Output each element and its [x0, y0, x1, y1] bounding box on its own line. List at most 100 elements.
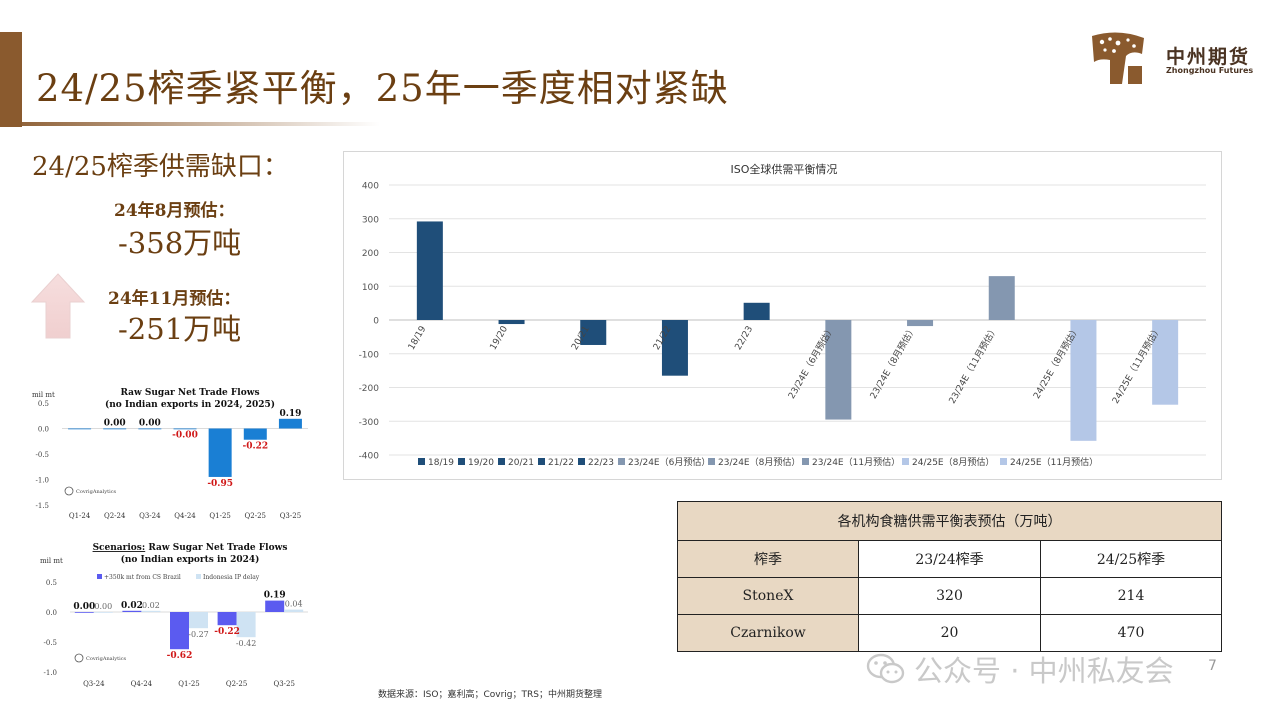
scenario-bar: [217, 612, 237, 626]
iso-bar: [825, 320, 852, 420]
table-cell: 470: [1040, 614, 1222, 652]
legend-swatch: [538, 458, 545, 465]
bar-value-label: -0.62: [167, 651, 193, 661]
scenarios-subtitle: (no Indian exports in 2024): [121, 554, 260, 565]
bar-value-label: 0.19: [264, 591, 286, 601]
trade-flows-title: Raw Sugar Net Trade Flows: [120, 388, 259, 398]
x-tick-label: Q3-24: [83, 680, 105, 688]
scenario-bar: [93, 612, 113, 613]
scenario-bar: [189, 612, 208, 629]
x-tick-label: 18/19: [407, 324, 429, 352]
raw-sugar-trade-flows-chart: Raw Sugar Net Trade Flows (no Indian exp…: [32, 388, 308, 520]
trade-flow-bar: [138, 428, 162, 430]
page-title: 24/25榨季紧平衡，25年一季度相对紧缺: [36, 67, 729, 110]
y-tick-label: -0.5: [44, 639, 58, 647]
legend-label: Indonesia IP delay: [203, 574, 260, 581]
legend-swatch: [578, 458, 585, 465]
november-estimate-value: -251万吨: [118, 312, 242, 346]
logo-chinese-name: 中州期货: [1166, 46, 1251, 68]
scenario-bar: [122, 610, 142, 612]
y-tick-label: 0.5: [38, 400, 49, 408]
trade-flow-bar: [278, 418, 302, 429]
up-arrow-icon: [30, 273, 86, 339]
trade-flow-bar: [243, 428, 267, 440]
scenario-bar: [141, 610, 161, 612]
legend-swatch: [97, 574, 102, 579]
y-tick-label: -1.5: [36, 502, 50, 510]
scenarios-ylabel: mil mt: [40, 557, 63, 565]
x-tick-label: Q1-24: [69, 512, 91, 520]
august-estimate-value: -358万吨: [118, 226, 242, 260]
iso-bar: [498, 320, 525, 325]
legend-swatch: [1000, 458, 1007, 465]
table-header-cell: 榨季: [677, 540, 859, 578]
y-tick-label: -100: [359, 350, 380, 360]
scenarios-title-rest: Raw Sugar Net Trade Flows: [145, 543, 287, 553]
bar-value-label: 0.00: [73, 602, 95, 612]
x-tick-label: Q2-25: [245, 512, 266, 520]
bar-value-label: 0.02: [121, 601, 143, 611]
table-row: Czarnikow 20 470: [677, 614, 1222, 652]
legend-swatch: [802, 458, 809, 465]
scenarios-trade-flows-chart: Scenarios: Raw Sugar Net Trade Flows (no…: [40, 543, 308, 688]
legend-item: 24/25E（11月预估）: [1000, 456, 1098, 468]
legend-label: 23/24E（6月预估）: [628, 456, 710, 468]
legend-swatch: [498, 458, 505, 465]
y-tick-label: 100: [362, 283, 379, 293]
legend-item: 20/21: [498, 458, 534, 468]
legend-swatch: [618, 458, 625, 465]
legend-item: 22/23: [578, 458, 614, 468]
y-tick-label: -1.0: [44, 669, 58, 677]
covrig-credit: CovrigAnalytics: [74, 653, 126, 663]
y-tick-label: 0.0: [46, 609, 57, 617]
scenario-bar: [265, 600, 285, 612]
institution-estimates-table: 各机构食糖供需平衡表预估（万吨） 榨季 23/24榨季 24/25榨季 Ston…: [677, 501, 1222, 652]
november-estimate-label: 24年11月预估：: [108, 289, 241, 309]
legend-label: 23/24E（8月预估）: [718, 456, 800, 468]
scenarios-title: Scenarios: Raw Sugar Net Trade Flows: [93, 543, 288, 553]
y-tick-label: 400: [362, 182, 379, 192]
covrig-credit-text: CovrigAnalytics: [86, 656, 126, 662]
table-cell: 20: [858, 614, 1041, 652]
iso-balance-chart: ISO全球供需平衡情况 400 300 200 100 0 -100 -200 -300 -40…: [343, 151, 1222, 480]
legend-item: 23/24E（11月预估）: [802, 456, 900, 468]
covrig-credit-text: CovrigAnalytics: [76, 489, 116, 495]
legend-label: 18/19: [428, 458, 454, 468]
y-tick-label: -0.5: [36, 451, 50, 459]
legend-label: 19/20: [468, 458, 494, 468]
legend-swatch: [458, 458, 465, 465]
trade-flow-bar: [173, 428, 197, 430]
legend-item: +350k mt from CS Brazil: [97, 574, 181, 581]
bar-value-label: -0.22: [242, 442, 268, 452]
bar-value-label: -0.95: [207, 479, 233, 489]
scenario-bar: [74, 612, 94, 613]
trade-flows-subtitle: (no Indian exports in 2024, 2025): [105, 399, 275, 410]
legend-label: 21/22: [548, 458, 574, 468]
x-tick-label: 23/24E（8月预估）: [867, 324, 919, 401]
page-number: 7: [1208, 658, 1217, 674]
table-header-cell: 24/25榨季: [1040, 540, 1222, 578]
iso-bar: [1152, 320, 1179, 405]
x-tick-label: Q2-25: [226, 680, 247, 688]
data-source-note: 数据来源：ISO；嘉利高；Covrig；TRS；中州期货整理: [378, 690, 602, 700]
iso-bar: [416, 221, 443, 320]
table-header-cell: 23/24榨季: [858, 540, 1041, 578]
covrig-credit: CovrigAnalytics: [64, 486, 116, 496]
legend-swatch: [418, 458, 425, 465]
bar-value-label: -0.00: [172, 431, 198, 441]
y-tick-label: 0.0: [38, 426, 49, 434]
bar-value-label: -0.27: [188, 630, 209, 639]
legend-item: 23/24E（8月预估）: [708, 456, 800, 468]
iso-bar: [907, 320, 934, 327]
x-tick-label: Q1-25: [178, 680, 199, 688]
iso-balance-chart-svg: ISO全球供需平衡情况 400 300 200 100 0 -100 -200 -300 -40…: [359, 162, 1206, 468]
legend-item: 23/24E（6月预估）: [618, 456, 710, 468]
iso-bar: [661, 320, 688, 376]
table-title: 各机构食糖供需平衡表预估（万吨）: [677, 501, 1222, 541]
trade-flow-bar: [208, 428, 232, 477]
title-underline: [0, 122, 380, 126]
legend-label: +350k mt from CS Brazil: [104, 574, 181, 581]
iso-bar: [743, 302, 770, 320]
y-tick-label: 200: [362, 249, 379, 259]
x-tick-label: 22/23: [734, 325, 756, 352]
